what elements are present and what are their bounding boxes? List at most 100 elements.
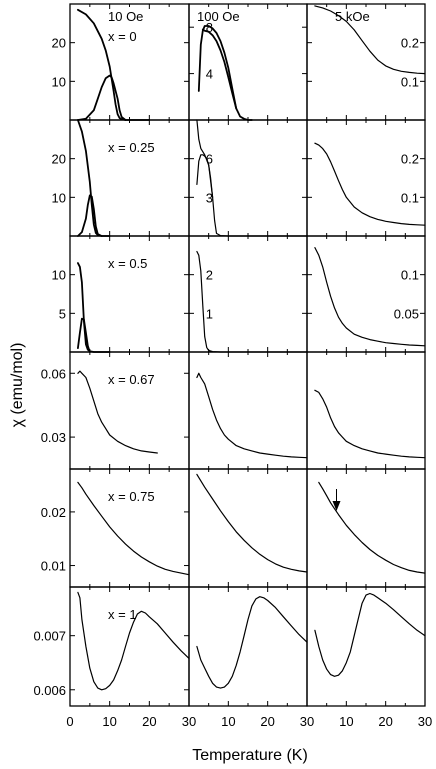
panel-frame [69, 586, 190, 707]
series-line-0 [196, 372, 308, 459]
series-line-0 [77, 370, 158, 454]
panel-r4-c1 [188, 468, 308, 588]
y-tick-label: 0.02 [41, 505, 66, 520]
x-tick-label: 20 [378, 714, 392, 729]
y-tick-label: 10 [52, 268, 66, 283]
y-tick-label: 0.2 [401, 152, 419, 167]
series-line-0 [314, 247, 426, 347]
composition-label: x = 0.25 [108, 140, 155, 155]
panel-frame [306, 586, 426, 707]
series-line-0 [196, 250, 308, 353]
panel-frame [69, 351, 190, 470]
series-line-0 [197, 25, 253, 121]
series-line-1 [77, 194, 103, 237]
panel-r1-c1: 36 [188, 119, 308, 237]
y-axis-title: χ (emu/mol) [9, 343, 26, 428]
y-tick-label: 0.1 [401, 268, 419, 283]
panel-r0-c0: 10 20 x = 0 10 Oe [52, 3, 190, 121]
panel-r0-c2: 0.1 0.2 5 kOe [306, 3, 426, 121]
y-tick-label: 0.05 [394, 306, 419, 321]
field-label: 10 Oe [108, 9, 143, 24]
x-tick-label: 20 [260, 714, 274, 729]
y-tick-label: 20 [52, 152, 66, 167]
x-tick-label: 30 [182, 714, 196, 729]
series-line-1 [201, 28, 238, 110]
panel-r3-c1 [188, 351, 308, 470]
y-tick-label: 4 [206, 67, 213, 82]
series-line-0 [314, 389, 426, 459]
series-line-0 [196, 154, 308, 237]
y-tick-label: 0.01 [41, 559, 66, 574]
composition-label: x = 0.5 [108, 256, 147, 271]
y-tick-label: 1 [206, 306, 213, 321]
y-tick-label: 0.03 [41, 430, 66, 445]
panel-r2-c0: 5 10 x = 0.5 [52, 235, 190, 353]
panel-r4-c0: 0.01 0.02 x = 0.75 [41, 468, 190, 588]
composition-label: x = 0.75 [108, 489, 155, 504]
panel-frame [306, 235, 426, 353]
panel-frame [69, 119, 190, 237]
series-line-0 [196, 596, 308, 689]
y-tick-label: 2 [206, 268, 213, 283]
series-line-0 [77, 8, 151, 121]
panel-r3-c0: 0.03 0.06 x = 0.67 [41, 351, 190, 470]
panel-r5-c1: 10 20 30 [188, 586, 314, 729]
panel-frame [188, 351, 308, 470]
series-line-1 [196, 119, 214, 198]
panel-frame [306, 119, 426, 237]
panel-r1-c2: 0.1 0.2 [306, 119, 426, 237]
y-tick-label: 5 [59, 306, 66, 321]
series-line-1 [77, 74, 127, 121]
panel-frame [306, 351, 426, 470]
series-line-0 [314, 592, 426, 677]
y-tick-label: 20 [52, 36, 66, 51]
panel-frame [188, 235, 308, 353]
series-line-0 [77, 119, 111, 237]
panel-r5-c0: 0.006 0.007 x = 1 0 10 20 30 [33, 586, 196, 729]
panel-frame [69, 235, 190, 353]
x-tick-label: 10 [102, 714, 116, 729]
x-tick-label: 20 [142, 714, 156, 729]
y-tick-label: 0.007 [33, 629, 66, 644]
panel-r5-c2: 10 20 30 [306, 586, 432, 729]
composition-label: x = 0.67 [108, 372, 155, 387]
composition-label: x = 0 [108, 29, 137, 44]
feature-arrow-head [332, 501, 341, 511]
panel-r3-c2 [306, 351, 426, 470]
series-line-0 [77, 262, 111, 353]
series-line-0 [77, 481, 190, 576]
series-line-0 [77, 591, 190, 691]
panel-frame [69, 468, 190, 588]
series-line-0 [314, 5, 426, 75]
composition-label: x = 1 [108, 607, 137, 622]
panel-r4-c2 [306, 468, 426, 588]
y-tick-label: 8 [206, 20, 213, 35]
panel-r1-c0: 10 20 x = 0.25 [52, 119, 190, 237]
series-line-1 [77, 317, 91, 353]
field-label: 100 Oe [197, 9, 240, 24]
x-tick-label: 30 [300, 714, 314, 729]
y-tick-label: 0.2 [401, 36, 419, 51]
x-axis-title: Temperature (K) [192, 747, 308, 764]
y-tick-label: 10 [52, 190, 66, 205]
series-line-0 [314, 142, 426, 226]
x-tick-label: 30 [418, 714, 432, 729]
x-tick-label: 0 [66, 714, 73, 729]
panel-r2-c1: 12 [188, 235, 308, 353]
y-tick-label: 0.06 [41, 366, 66, 381]
panel-frame [188, 586, 308, 707]
series-line-0 [196, 473, 308, 573]
y-tick-label: 0.1 [401, 190, 419, 205]
panel-frame [188, 119, 308, 237]
field-label: 5 kOe [335, 9, 370, 24]
panel-r2-c2: 0.05 0.1 [306, 235, 426, 353]
y-tick-label: 10 [52, 74, 66, 89]
y-tick-label: 0.006 [33, 683, 66, 698]
y-tick-label: 3 [206, 190, 213, 205]
y-tick-label: 6 [206, 152, 213, 167]
x-tick-label: 10 [221, 714, 235, 729]
x-tick-label: 10 [339, 714, 353, 729]
